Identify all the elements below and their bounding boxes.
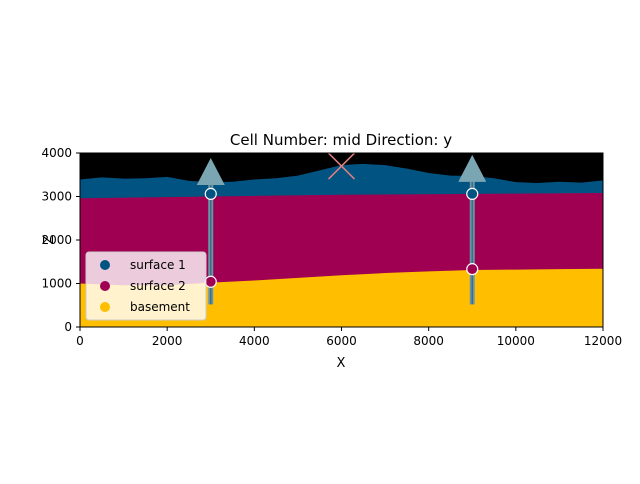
legend-marker <box>100 260 110 270</box>
y-tick-label: 4000 <box>41 146 72 160</box>
surface-point-2 <box>466 187 479 200</box>
x-tick-label: 10000 <box>497 334 535 348</box>
x-tick-label: 8000 <box>413 334 444 348</box>
x-tick-label: 2000 <box>152 334 183 348</box>
legend-label: surface 2 <box>130 279 186 293</box>
y-tick-label: 2000 <box>41 233 72 247</box>
y-tick-label: 0 <box>64 320 72 334</box>
x-axis-ticks: 0 2000 4000 6000 8000 10000 12000 <box>76 327 622 348</box>
extra-markers <box>327 152 356 180</box>
legend-marker <box>100 281 110 291</box>
x-tick-label: 6000 <box>326 334 357 348</box>
legend-box <box>85 251 207 321</box>
orientation-arrow-2 <box>458 154 487 182</box>
y-axis-label: Z <box>42 235 57 244</box>
surface-point-3 <box>204 275 217 288</box>
legend-label: surface 1 <box>130 258 186 272</box>
x-tick-label: 4000 <box>239 334 270 348</box>
y-axis-ticks: 0 1000 2000 3000 4000 <box>41 146 80 334</box>
surface-point-4 <box>466 263 479 276</box>
x-tick-label: 0 <box>76 334 84 348</box>
x-tick-label: 12000 <box>584 334 622 348</box>
legend: surface 1 surface 2 basement <box>85 251 207 321</box>
orientation-arrow-1 <box>196 157 225 185</box>
y-tick-label: 3000 <box>41 190 72 204</box>
y-tick-label: 1000 <box>41 277 72 291</box>
x-axis-label: X <box>337 356 346 371</box>
legend-marker <box>100 302 110 312</box>
legend-label: basement <box>130 300 190 314</box>
surface-point-1 <box>204 187 217 200</box>
x-marker-1-b <box>327 152 356 180</box>
chart-title: Cell Number: mid Direction: y <box>230 131 452 149</box>
orientation-markers <box>196 154 487 185</box>
